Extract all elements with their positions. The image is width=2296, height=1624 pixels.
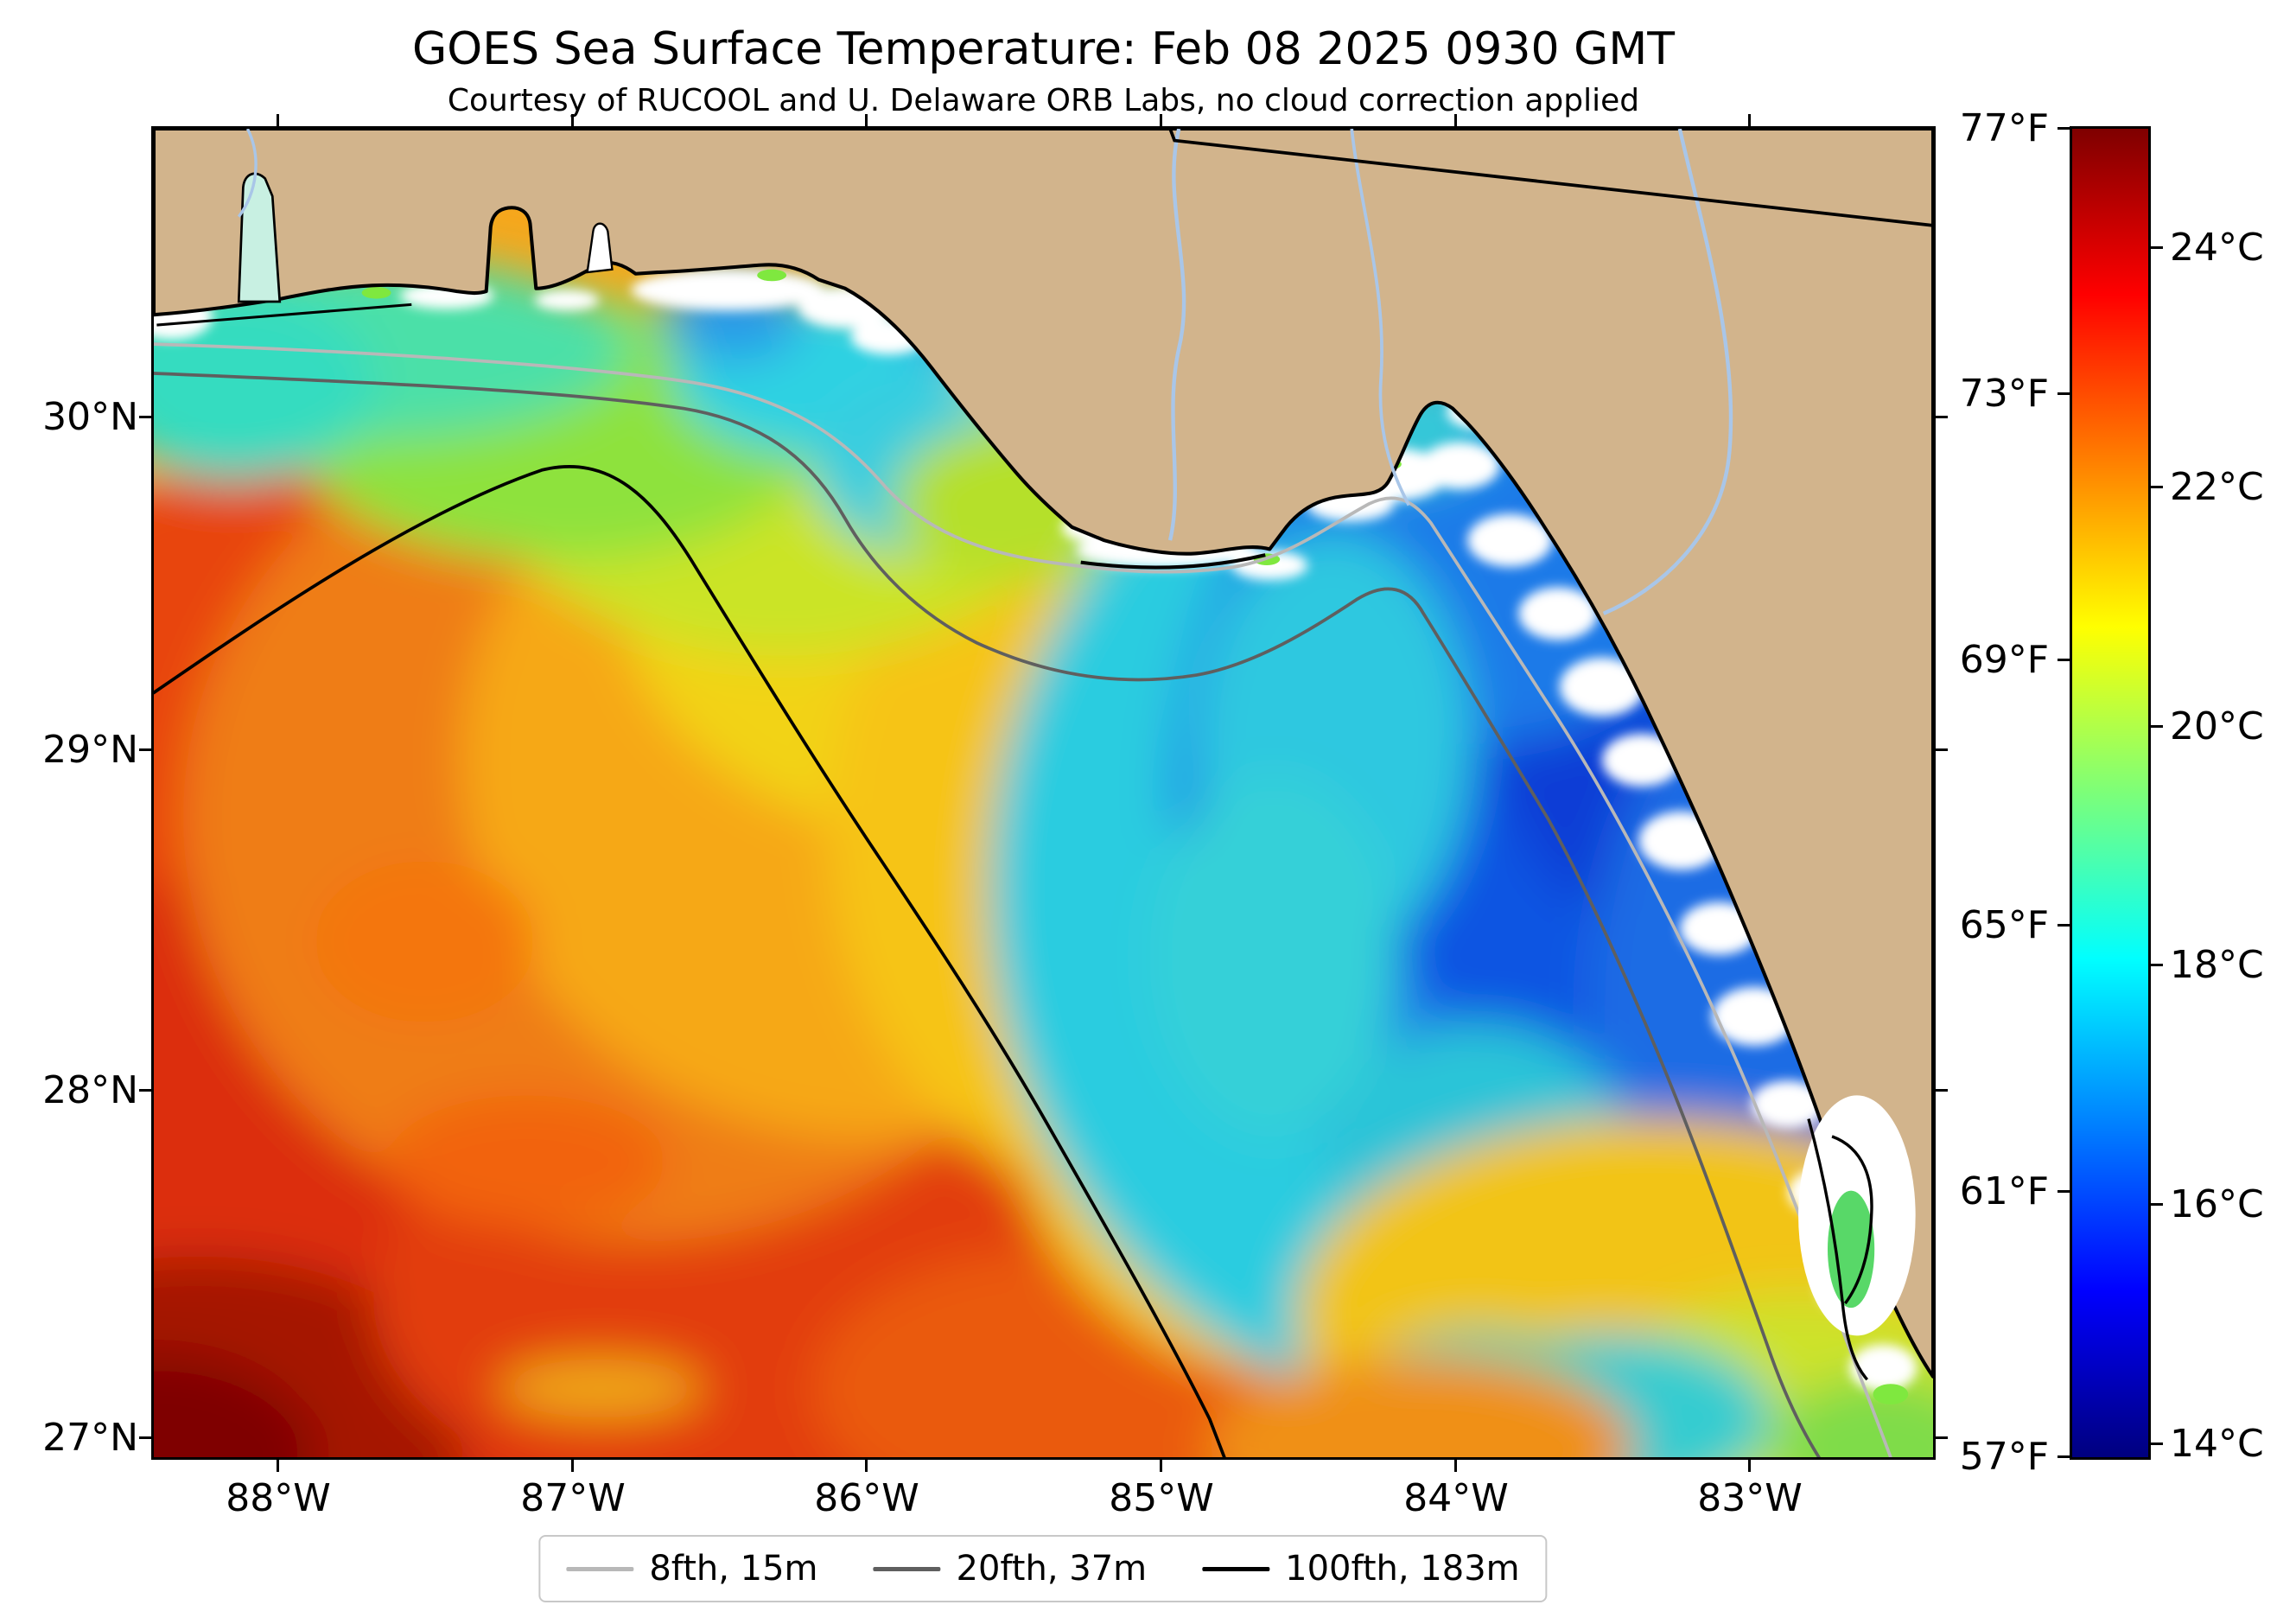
colorbar-label-c: 22°C (2170, 465, 2264, 509)
bathymetry-contours (154, 342, 1892, 1457)
legend-item-100fth: 100fth, 183m (1202, 1549, 1520, 1589)
y-axis-tick (139, 1089, 151, 1092)
y-tick-label: 30°N (42, 395, 138, 439)
x-tick-label: 87°W (520, 1476, 626, 1520)
colorbar-tick-c (2151, 725, 2163, 728)
river-west (237, 129, 258, 218)
y-tick-label: 28°N (42, 1068, 138, 1112)
x-tick-label: 83°W (1697, 1476, 1803, 1520)
river-suwannee (1602, 129, 1733, 615)
x-axis-tick-top (1454, 114, 1457, 126)
depth-contour-legend: 8fth, 15m 20fth, 37m 100fth, 183m (538, 1535, 1548, 1602)
contour-20fth (154, 372, 1821, 1457)
y-axis-tick (139, 748, 151, 751)
legend-line-swatch (873, 1566, 941, 1571)
contour-100fth (154, 465, 1226, 1457)
colorbar-tick-c (2151, 1442, 2163, 1445)
colorbar-tick-c (2151, 964, 2163, 966)
x-axis-tick-top (571, 114, 574, 126)
x-axis-tick (865, 1460, 868, 1472)
y-tick-label: 27°N (42, 1416, 138, 1460)
legend-line-swatch (1202, 1566, 1270, 1571)
river-apalachicola (1167, 129, 1186, 541)
river-ochlockonee (1350, 129, 1410, 506)
colorbar (2070, 126, 2151, 1460)
land-region (154, 129, 1933, 1381)
x-axis-tick (1454, 1460, 1457, 1472)
y-axis-tick (139, 416, 151, 418)
colorbar-label-c: 18°C (2170, 943, 2264, 987)
legend-label: 100fth, 183m (1285, 1549, 1520, 1589)
legend-line-swatch (566, 1566, 634, 1571)
x-axis-tick-top (865, 114, 868, 126)
contour-8fth (154, 342, 1892, 1457)
colorbar-tick-f (2057, 127, 2070, 130)
y-axis-tick (139, 1436, 151, 1439)
x-tick-label: 84°W (1403, 1476, 1509, 1520)
barrier-island-apalachicola (1080, 553, 1266, 570)
sst-map-svg (154, 129, 1933, 1457)
sst-map (151, 126, 1936, 1460)
page-subtitle: Courtesy of RUCOOL and U. Delaware ORB L… (447, 83, 1640, 118)
colorbar-tick-c (2151, 486, 2163, 488)
y-tick-label: 29°N (42, 728, 138, 772)
colorbar-tick-f (2057, 1190, 2070, 1193)
x-axis-tick-top (1160, 114, 1162, 126)
colorbar-tick-c (2151, 246, 2163, 249)
colorbar-label-c: 24°C (2170, 226, 2264, 270)
colorbar-tick-f (2057, 924, 2070, 927)
x-tick-label: 86°W (814, 1476, 919, 1520)
colorbar-label-c: 20°C (2170, 704, 2264, 748)
y-axis-tick-right (1936, 1436, 1948, 1439)
colorbar-tick-c (2151, 1203, 2163, 1206)
colorbar-label-f: 65°F (1959, 903, 2049, 947)
x-axis-tick-top (277, 114, 279, 126)
x-axis-tick (571, 1460, 574, 1472)
x-axis-tick (1748, 1460, 1751, 1472)
colorbar-label-c: 14°C (2170, 1422, 2264, 1466)
x-axis-tick (1160, 1460, 1162, 1472)
legend-label: 8fth, 15m (649, 1549, 818, 1589)
barrier-island-west (156, 303, 412, 327)
rivers (237, 129, 1733, 615)
colorbar-label-c: 16°C (2170, 1182, 2264, 1226)
tampa-barrier-outline (1807, 1118, 1869, 1381)
legend-item-20fth: 20fth, 37m (873, 1549, 1148, 1589)
colorbar-tick-f (2057, 659, 2070, 661)
y-axis-tick-right (1936, 416, 1948, 418)
y-axis-tick-right (1936, 748, 1948, 751)
tampa-bay-outline (1831, 1135, 1873, 1305)
colorbar-label-f: 61°F (1959, 1169, 2049, 1213)
colorbar-label-f: 69°F (1959, 638, 2049, 682)
legend-item-8fth: 8fth, 15m (566, 1549, 818, 1589)
small-inlet (586, 222, 614, 274)
colorbar-label-f: 73°F (1959, 372, 2049, 416)
state-boundary-line (1168, 129, 1933, 227)
legend-label: 20fth, 37m (956, 1549, 1148, 1589)
x-tick-label: 85°W (1109, 1476, 1214, 1520)
colorbar-tick-f (2057, 392, 2070, 395)
y-axis-tick-right (1936, 1089, 1948, 1092)
x-axis-tick (277, 1460, 279, 1472)
page-title: GOES Sea Surface Temperature: Feb 08 202… (411, 23, 1676, 75)
x-axis-tick-top (1748, 114, 1751, 126)
x-tick-label: 88°W (226, 1476, 331, 1520)
colorbar-label-f: 77°F (1959, 106, 2049, 150)
colorbar-label-f: 57°F (1959, 1435, 2049, 1479)
coastline (154, 129, 1933, 1379)
colorbar-tick-f (2057, 1455, 2070, 1458)
